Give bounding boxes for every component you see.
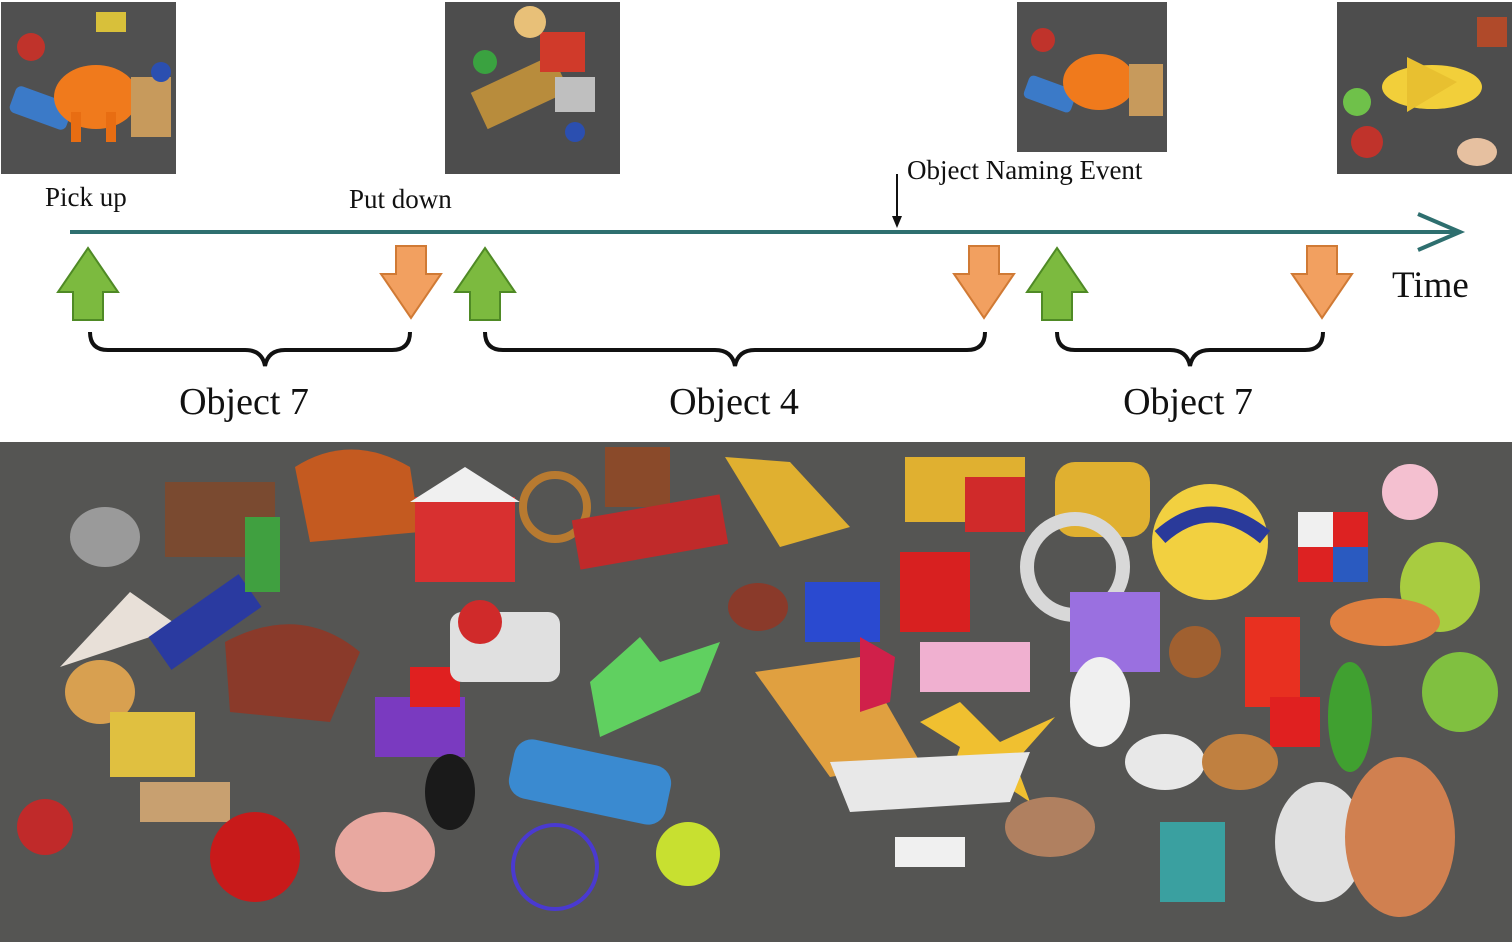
put-down-label: Put down [349, 184, 452, 214]
toy-scene-panorama [0, 442, 1512, 942]
pick-up-label: Pick up [45, 182, 127, 212]
toy-scene-thumbnail [1017, 2, 1167, 152]
put-down-arrow-3 [1290, 245, 1354, 320]
toy-collection-image [0, 442, 1512, 942]
segment-label-2: Object 4 [669, 381, 799, 423]
toy-scene-thumbnail [1337, 2, 1512, 174]
thumbnail-final [1337, 2, 1512, 174]
brace-2 [483, 331, 987, 367]
thumbnail-object-7-again [1017, 2, 1167, 152]
brace-1 [88, 331, 412, 367]
thumbnail-put-down [445, 2, 620, 174]
pick-up-arrow-3 [1025, 246, 1089, 321]
time-axis-arrowhead [1417, 212, 1466, 252]
toy-scene-thumbnail [1, 2, 176, 174]
time-axis-label: Time [1392, 265, 1469, 306]
put-down-arrow-2 [952, 245, 1016, 320]
put-down-arrow-1 [379, 245, 443, 320]
pick-up-arrow-1 [56, 246, 120, 321]
segment-label-3: Object 7 [1123, 381, 1253, 423]
pick-up-arrow-2 [453, 246, 517, 321]
toy-scene-thumbnail [445, 2, 620, 174]
naming-event-label: Object Naming Event [907, 155, 1143, 185]
segment-label-1: Object 7 [179, 381, 309, 423]
naming-event-marker-head [892, 216, 902, 228]
timeline-diagram [56, 174, 1466, 367]
brace-3 [1055, 331, 1325, 367]
thumbnail-pick-up-object-7 [1, 2, 176, 174]
